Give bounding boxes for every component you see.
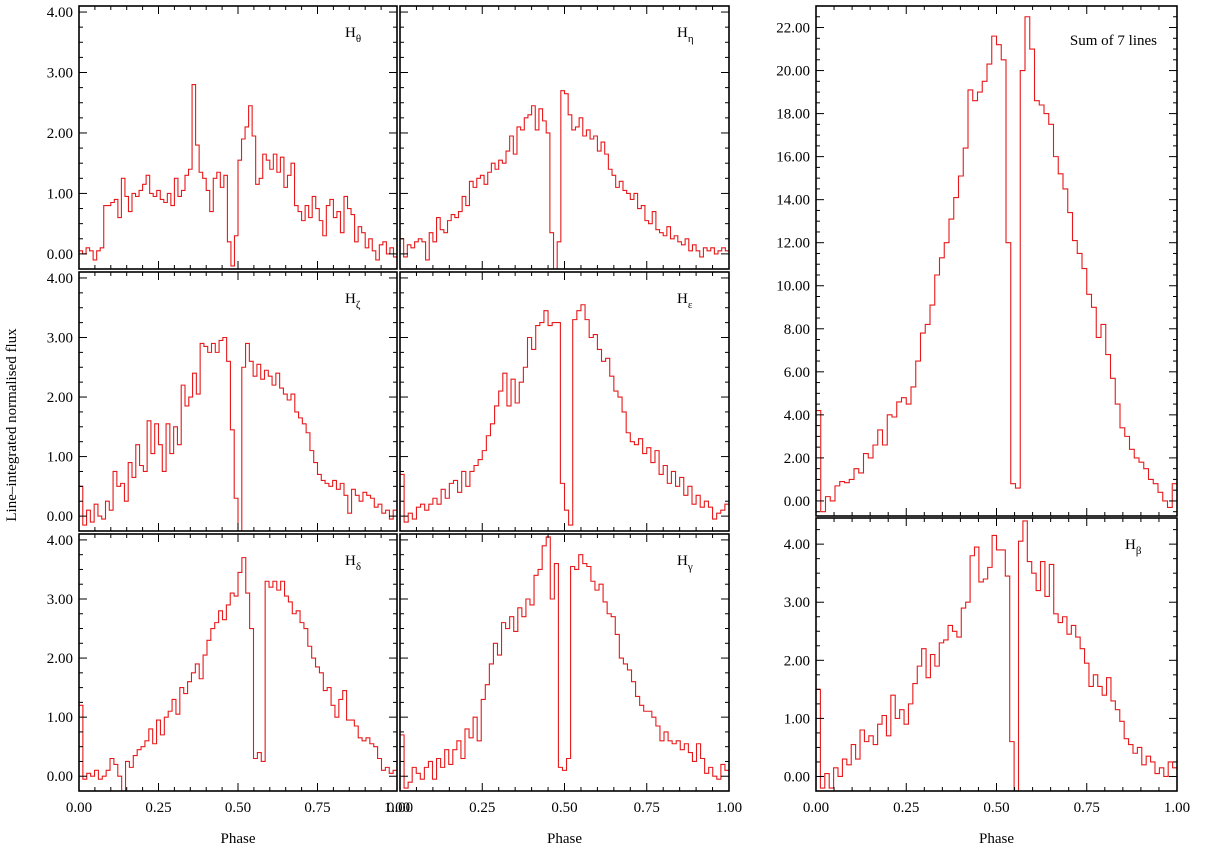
panel-label-subscript: η: [688, 33, 694, 45]
y-tick-label: 2.00: [47, 126, 73, 142]
y-tick-label: 3.00: [47, 66, 73, 82]
x-tick-label: 0.75: [304, 800, 330, 816]
y-tick-label: 6.00: [784, 365, 810, 381]
y-tick-label: 2.00: [784, 653, 810, 669]
x-tick-label: 0.75: [634, 800, 660, 816]
panel-label: Hβ: [1125, 537, 1142, 557]
panel-label: Hθ: [345, 25, 361, 45]
y-tick-label: 3.00: [47, 592, 73, 608]
x-tick-label: 0.00: [66, 800, 92, 816]
h-gamma-series-line: [400, 536, 729, 789]
h-delta-series-line: [79, 557, 397, 791]
y-axis-title: Line–integrated normalised flux: [4, 328, 20, 522]
sum-of-7-lines-series-line: [816, 16, 1177, 513]
x-tick-label: 0.00: [803, 800, 829, 816]
y-tick-label: 2.00: [47, 651, 73, 667]
y-tick-label: 4.00: [784, 537, 810, 553]
h-epsilon-series-line: [400, 304, 729, 526]
h-eta-frame: [399, 5, 730, 270]
h-eta-series-line: [400, 90, 729, 269]
y-tick-label: 4.00: [784, 408, 810, 424]
panel-h-epsilon: Hε: [399, 271, 730, 532]
panel-label-subscript: θ: [356, 33, 361, 45]
panel-label: Sum of 7 lines: [1070, 33, 1157, 49]
panel-h-zeta: 0.00 1.00 2.00 3.00 4.00 Hζ: [47, 271, 398, 532]
y-tick-label: 0.00: [47, 769, 73, 785]
y-tick-label: 1.00: [47, 186, 73, 202]
panel-h-gamma: 0.00 0.25 0.50 0.75 1.00 Hγ Phase: [387, 533, 742, 847]
x-tick-label: 1.00: [716, 800, 742, 816]
y-tick-label: 0.00: [784, 494, 810, 510]
y-tick-label: 3.00: [47, 330, 73, 346]
panel-sum-of-7-lines: 0.00 2.00 4.00 6.00 8.00 10.00 12.00 14.00 16.00…: [776, 5, 1178, 517]
y-tick-label: 14.00: [776, 193, 810, 209]
y-tick-label: 10.00: [776, 279, 810, 295]
y-tick-label: 16.00: [776, 150, 810, 166]
y-tick-label: 20.00: [776, 64, 810, 80]
panel-label-subscript: β: [1136, 545, 1142, 557]
panel-label: Hε: [677, 291, 693, 311]
y-tick-label: 1.00: [784, 711, 810, 727]
panel-label-base: H: [1125, 537, 1136, 553]
x-tick-label: 0.25: [145, 800, 171, 816]
h-zeta-frame: [78, 271, 398, 532]
panel-label-base: H: [345, 553, 356, 569]
panel-label: Hη: [677, 25, 694, 45]
h-theta-frame: [78, 5, 398, 270]
x-tick-label: 0.25: [893, 800, 919, 816]
x-tick-label: 0.50: [225, 800, 251, 816]
panel-label-subscript: δ: [356, 561, 361, 573]
y-tick-label: 0.00: [47, 509, 73, 525]
h-epsilon-frame: [399, 271, 730, 532]
panel-label: Hδ: [345, 553, 361, 573]
y-tick-label: 4.00: [47, 271, 73, 287]
y-tick-label: 1.00: [47, 710, 73, 726]
y-tick-label: 2.00: [47, 390, 73, 406]
y-tick-label: 4.00: [47, 5, 73, 21]
x-axis-title: Phase: [547, 831, 582, 847]
panel-label-subscript: γ: [687, 561, 693, 573]
y-tick-label: 2.00: [784, 451, 810, 467]
x-tick-label: 0.50: [983, 800, 1009, 816]
h-delta-frame: [78, 533, 398, 792]
panel-label-base: H: [677, 291, 688, 307]
x-axis-title: Phase: [979, 831, 1014, 847]
y-tick-label: 1.00: [47, 450, 73, 466]
sum-of-7-lines-frame: [815, 5, 1178, 517]
y-tick-label: 18.00: [776, 107, 810, 123]
panel-label-base: H: [345, 25, 356, 41]
x-tick-label: 0.50: [551, 800, 577, 816]
y-tick-label: 0.00: [47, 247, 73, 263]
panel-label-subscript: ζ: [356, 299, 361, 311]
y-tick-label: 22.00: [776, 21, 810, 37]
y-tick-label: 12.00: [776, 236, 810, 252]
h-theta-series-line: [79, 84, 397, 267]
x-tick-label: 0.00: [387, 800, 413, 816]
x-axis-title: Phase: [221, 831, 256, 847]
panel-label-base: H: [677, 25, 688, 41]
panel-label: Hζ: [345, 291, 361, 311]
h-zeta-series-line: [79, 336, 397, 531]
panel-h-theta: 0.00 1.00 2.00 3.00 4.00 Hθ: [47, 5, 398, 270]
y-tick-label: 3.00: [784, 595, 810, 611]
panel-h-delta: 0.00 0.25 0.50 0.75 1.000.001.002.003.004.00…: [47, 533, 410, 847]
y-tick-label: 8.00: [784, 322, 810, 338]
x-tick-label: 0.75: [1074, 800, 1100, 816]
y-tick-label: 0.00: [784, 769, 810, 785]
panel-h-beta: 0.00 0.25 0.50 0.75 1.00 0.00 1.00 2.00 3.00 4.00…: [784, 517, 1190, 847]
x-tick-label: 1.00: [1164, 800, 1190, 816]
panel-h-eta: Hη: [399, 5, 730, 270]
panel-label-subscript: ε: [688, 299, 693, 311]
y-tick-label: 4.00: [47, 533, 73, 549]
panel-label: Hγ: [677, 553, 693, 573]
h-beta-series-line: [816, 520, 1177, 791]
panel-label-base: H: [345, 291, 356, 307]
panel-label-base: H: [677, 553, 688, 569]
h-gamma-frame: [399, 533, 730, 792]
x-tick-label: 1.00: [384, 800, 410, 816]
h-beta-frame: [815, 517, 1178, 792]
x-tick-label: 0.25: [469, 800, 495, 816]
